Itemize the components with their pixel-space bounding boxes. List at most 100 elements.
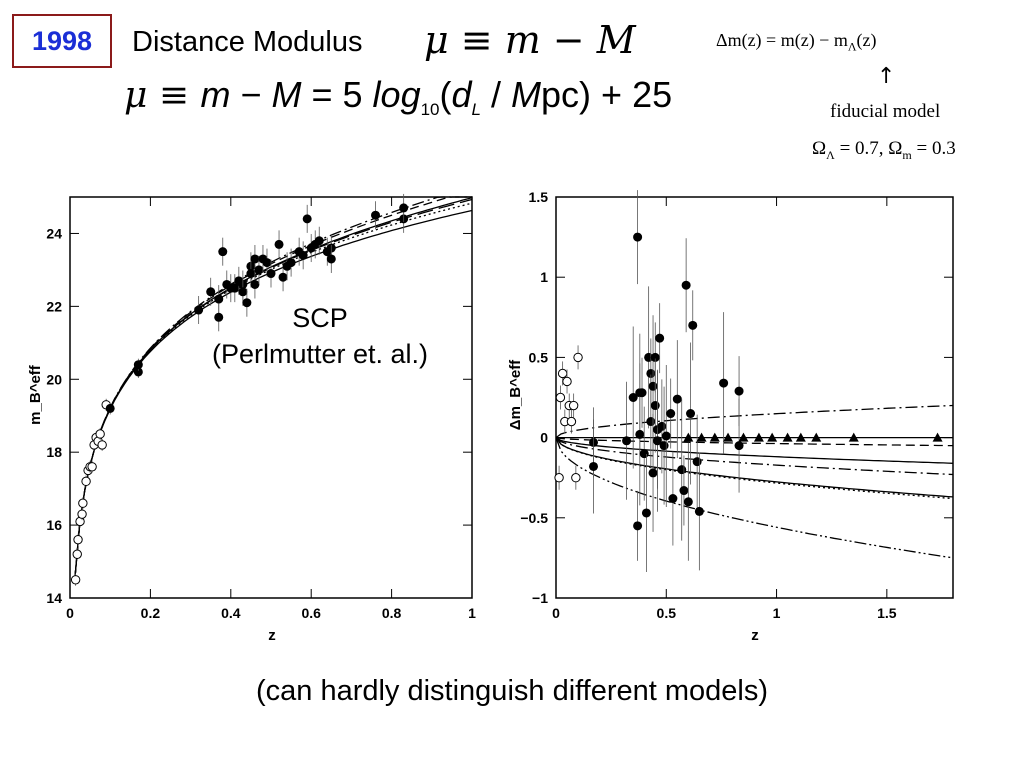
data-point-filled (633, 232, 643, 242)
data-point-filled (628, 393, 638, 402)
omega-m-val: = 0.3 (911, 138, 956, 159)
y-tick-label: 16 (46, 517, 62, 533)
data-point-filled (635, 429, 645, 439)
data-point-open (554, 473, 564, 483)
data-point-filled (686, 409, 696, 419)
data-point-filled (588, 461, 598, 471)
data-point-filled (133, 367, 143, 377)
omega-m-sub: m (902, 147, 912, 162)
y-tick-label: 0.5 (529, 349, 549, 365)
data-point-triangle (782, 432, 793, 442)
x-tick-label: 0.5 (657, 605, 677, 621)
data-point-filled (719, 378, 729, 388)
data-point-filled (734, 386, 744, 396)
y-tick-label: 20 (46, 371, 62, 387)
data-point-filled (688, 320, 698, 330)
data-point-triangle (683, 432, 694, 442)
data-point-filled (679, 486, 689, 496)
x-axis-label: z (751, 627, 759, 644)
data-point-filled (262, 258, 272, 268)
eq-full-pc: pc) + 25 (541, 74, 673, 115)
data-point-filled (652, 436, 662, 446)
model-curve (74, 197, 473, 580)
y-tick-label: 22 (46, 298, 62, 314)
delta-eq-main: Δm(z) = m(z) − m (716, 30, 848, 50)
data-point-open (87, 462, 97, 472)
delta-m-equation: Δm(z) = m(z) − mΛ(z) (716, 30, 877, 55)
data-point-open (77, 509, 87, 519)
model-curve (74, 196, 472, 580)
scp-line1: SCP (292, 303, 348, 333)
omega-l: Ω (812, 138, 827, 159)
data-point-open (95, 429, 105, 439)
data-point-open (566, 416, 577, 427)
data-point-filled (246, 269, 256, 279)
y-tick-label: 24 (46, 225, 62, 241)
data-point-filled (230, 283, 240, 293)
data-point-triangle (767, 432, 778, 442)
x-tick-label: 0 (66, 605, 74, 621)
eq-full-M: M (271, 74, 302, 115)
data-point-filled (250, 254, 260, 264)
data-point-open (568, 400, 579, 411)
y-tick-label: 1.5 (529, 189, 549, 205)
eq-full-minus: − (230, 74, 272, 115)
scp-line2: (Perlmutter et. al.) (211, 339, 429, 369)
data-point-filled (646, 417, 656, 427)
model-curve (555, 437, 954, 464)
data-point-triangle (795, 432, 806, 442)
data-point-filled (668, 494, 678, 504)
eq-full-d: d (451, 74, 472, 115)
data-point-filled (133, 360, 143, 370)
x-tick-label: 0.4 (221, 605, 241, 621)
data-point-filled (266, 269, 276, 279)
data-point-filled (683, 497, 693, 507)
delta-eq-sub: Λ (847, 39, 857, 54)
eq-full-10: 10 (420, 100, 440, 120)
x-tick-label: 0.8 (382, 605, 402, 621)
data-point-open (72, 549, 82, 559)
data-point-filled (278, 272, 288, 282)
data-point-open (81, 476, 91, 487)
data-point-filled (661, 431, 671, 441)
data-point-filled (254, 265, 264, 275)
model-curve (74, 198, 473, 580)
y-tick-label: 18 (46, 444, 62, 460)
eq-full-L: L (471, 100, 482, 120)
data-point-filled (105, 403, 115, 413)
y-axis-label: Δm_B^eff (507, 359, 524, 430)
plot-frame (555, 196, 954, 599)
data-point-filled (286, 258, 296, 268)
data-point-filled (677, 465, 687, 475)
caption: (can hardly distinguish different models… (255, 675, 769, 707)
data-point-triangle (811, 432, 822, 442)
data-point-filled (637, 388, 647, 398)
y-tick-label: 0 (540, 430, 548, 446)
year-label: 1998 (31, 25, 93, 56)
data-point-open (555, 392, 566, 403)
x-axis-label: z (268, 627, 276, 644)
data-point-filled (655, 333, 665, 343)
data-point-triangle (723, 432, 734, 442)
x-tick-label: 1 (773, 605, 781, 621)
data-point-filled (639, 449, 649, 459)
data-point-filled (648, 468, 658, 478)
data-point-filled (274, 239, 284, 249)
eq-full-slash: / (481, 74, 512, 115)
eq-full-mu: μ ≡ (124, 75, 201, 116)
data-point-triangle (738, 432, 749, 442)
data-point-triangle (709, 432, 720, 442)
y-tick-label: −1 (532, 590, 548, 606)
data-point-filled (650, 401, 660, 411)
data-point-filled (399, 203, 409, 213)
data-point-filled (692, 457, 702, 467)
data-point-filled (648, 381, 658, 391)
x-tick-label: 1.5 (877, 605, 897, 621)
data-point-filled (734, 441, 744, 451)
data-point-filled (641, 508, 651, 518)
data-point-filled (672, 394, 682, 404)
data-point-filled (622, 436, 632, 446)
data-point-filled (314, 236, 324, 246)
y-tick-label: −0.5 (520, 510, 548, 526)
